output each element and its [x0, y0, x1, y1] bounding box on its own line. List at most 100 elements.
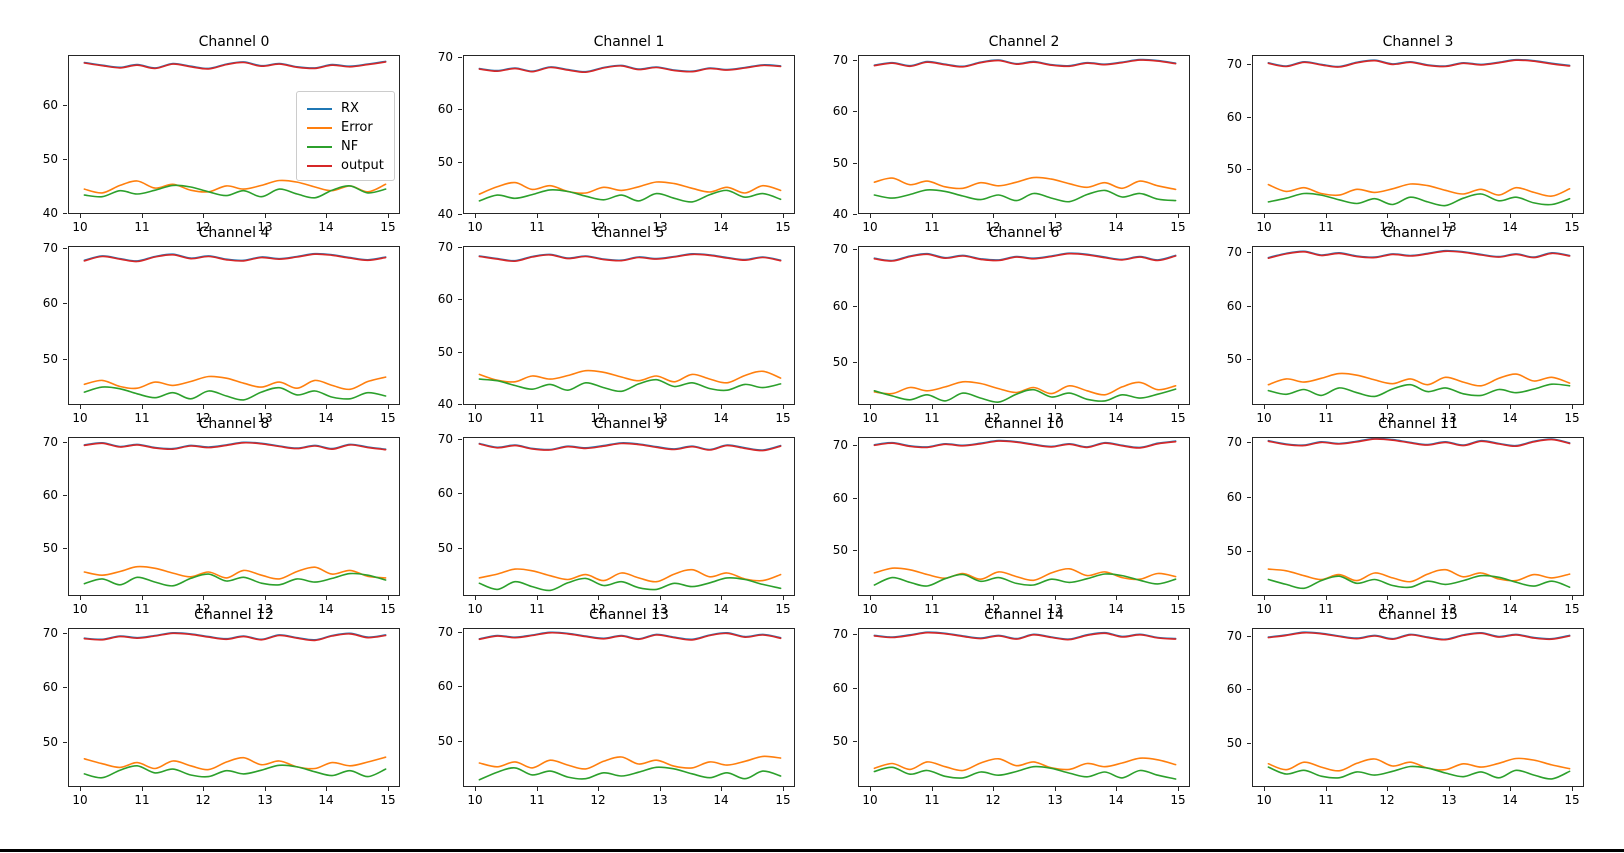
x-tick	[1264, 405, 1265, 409]
series-nf-line	[478, 188, 782, 203]
x-tick-label: 11	[134, 411, 150, 425]
subplot-title: Channel 4	[198, 225, 270, 241]
x-tick-label: 11	[1318, 411, 1334, 425]
x-tick-label: 12	[1379, 793, 1395, 807]
x-tick	[1178, 596, 1179, 600]
y-tick-label: 50	[832, 156, 848, 170]
x-tick	[1264, 787, 1265, 791]
x-tick-label: 12	[590, 602, 606, 616]
subplot-title: Channel 12	[194, 607, 274, 623]
series-output-line	[1267, 438, 1571, 448]
x-tick	[537, 405, 538, 409]
x-tick-label: 15	[1170, 602, 1186, 616]
x-tick	[475, 214, 476, 218]
y-tick-label: 60	[437, 292, 453, 306]
subplot-title: Channel 15	[1378, 607, 1458, 623]
x-tick-label: 10	[72, 793, 88, 807]
subplot-title: Channel 6	[988, 225, 1060, 241]
series-output-line	[83, 253, 387, 263]
series-output-line	[1267, 59, 1571, 68]
x-tick-label: 14	[1502, 411, 1518, 425]
x-tick	[265, 214, 266, 218]
y-tick	[63, 742, 67, 743]
x-tick	[80, 405, 81, 409]
x-tick-label: 13	[1441, 602, 1457, 616]
y-tick	[1247, 497, 1251, 498]
y-tick-label: 70	[437, 432, 453, 446]
x-tick	[1387, 787, 1388, 791]
y-tick-label: 40	[437, 207, 453, 221]
y-tick	[853, 498, 857, 499]
y-tick	[1247, 636, 1251, 637]
plot-area	[858, 437, 1190, 596]
series-nf-line	[83, 184, 387, 199]
y-tick	[1247, 743, 1251, 744]
y-tick	[1247, 359, 1251, 360]
subplot-title: Channel 14	[984, 607, 1064, 623]
x-tick	[326, 405, 327, 409]
x-tick-label: 11	[1318, 793, 1334, 807]
x-tick	[1449, 596, 1450, 600]
x-tick	[475, 405, 476, 409]
y-tick	[1247, 169, 1251, 170]
x-tick	[721, 405, 722, 409]
x-tick	[142, 214, 143, 218]
x-tick-label: 12	[195, 793, 211, 807]
x-tick-label: 13	[257, 602, 273, 616]
y-tick	[1247, 442, 1251, 443]
x-tick-label: 15	[1564, 220, 1580, 234]
y-tick	[1247, 689, 1251, 690]
x-tick	[1326, 787, 1327, 791]
series-lines	[478, 631, 782, 781]
x-tick-label: 11	[134, 602, 150, 616]
series-nf-line	[478, 766, 782, 781]
y-tick-label: 50	[42, 541, 58, 555]
plot-area	[1252, 246, 1584, 405]
series-output-line	[873, 631, 1177, 641]
y-tick	[458, 632, 462, 633]
y-tick	[458, 247, 462, 248]
x-tick	[265, 787, 266, 791]
x-tick-label: 15	[775, 793, 791, 807]
legend-line-swatch	[307, 107, 332, 110]
x-tick-label: 15	[775, 411, 791, 425]
x-tick-label: 15	[775, 220, 791, 234]
x-tick	[1264, 596, 1265, 600]
y-tick-label: 40	[42, 206, 58, 220]
x-tick	[1116, 596, 1117, 600]
x-tick-label: 13	[1441, 220, 1457, 234]
subplot-title: Channel 2	[988, 34, 1060, 50]
x-tick	[1572, 596, 1573, 600]
y-tick	[63, 303, 67, 304]
series-output-line	[478, 64, 782, 74]
x-tick-label: 10	[467, 602, 483, 616]
series-output-line	[1267, 250, 1571, 259]
x-tick	[660, 596, 661, 600]
series-lines	[1267, 249, 1571, 398]
x-tick	[721, 596, 722, 600]
x-tick-label: 12	[195, 602, 211, 616]
y-tick-label: 60	[1226, 299, 1242, 313]
series-lines	[478, 252, 782, 393]
series-error-line	[83, 565, 387, 580]
x-tick-label: 12	[195, 220, 211, 234]
x-tick	[993, 214, 994, 218]
series-error-line	[873, 380, 1177, 396]
y-tick	[458, 109, 462, 110]
x-tick	[660, 405, 661, 409]
series-error-line	[873, 567, 1177, 582]
y-tick-label: 60	[42, 680, 58, 694]
series-output-line	[478, 442, 782, 452]
y-tick	[63, 633, 67, 634]
y-tick	[458, 686, 462, 687]
x-tick	[993, 405, 994, 409]
y-tick	[1247, 551, 1251, 552]
x-tick-label: 10	[1256, 411, 1272, 425]
series-nf-line	[478, 576, 782, 592]
series-lines	[1267, 438, 1571, 590]
plot-area	[463, 246, 795, 405]
series-error-line	[478, 755, 782, 770]
legend-item-rx: RX	[307, 99, 384, 118]
x-tick	[537, 596, 538, 600]
